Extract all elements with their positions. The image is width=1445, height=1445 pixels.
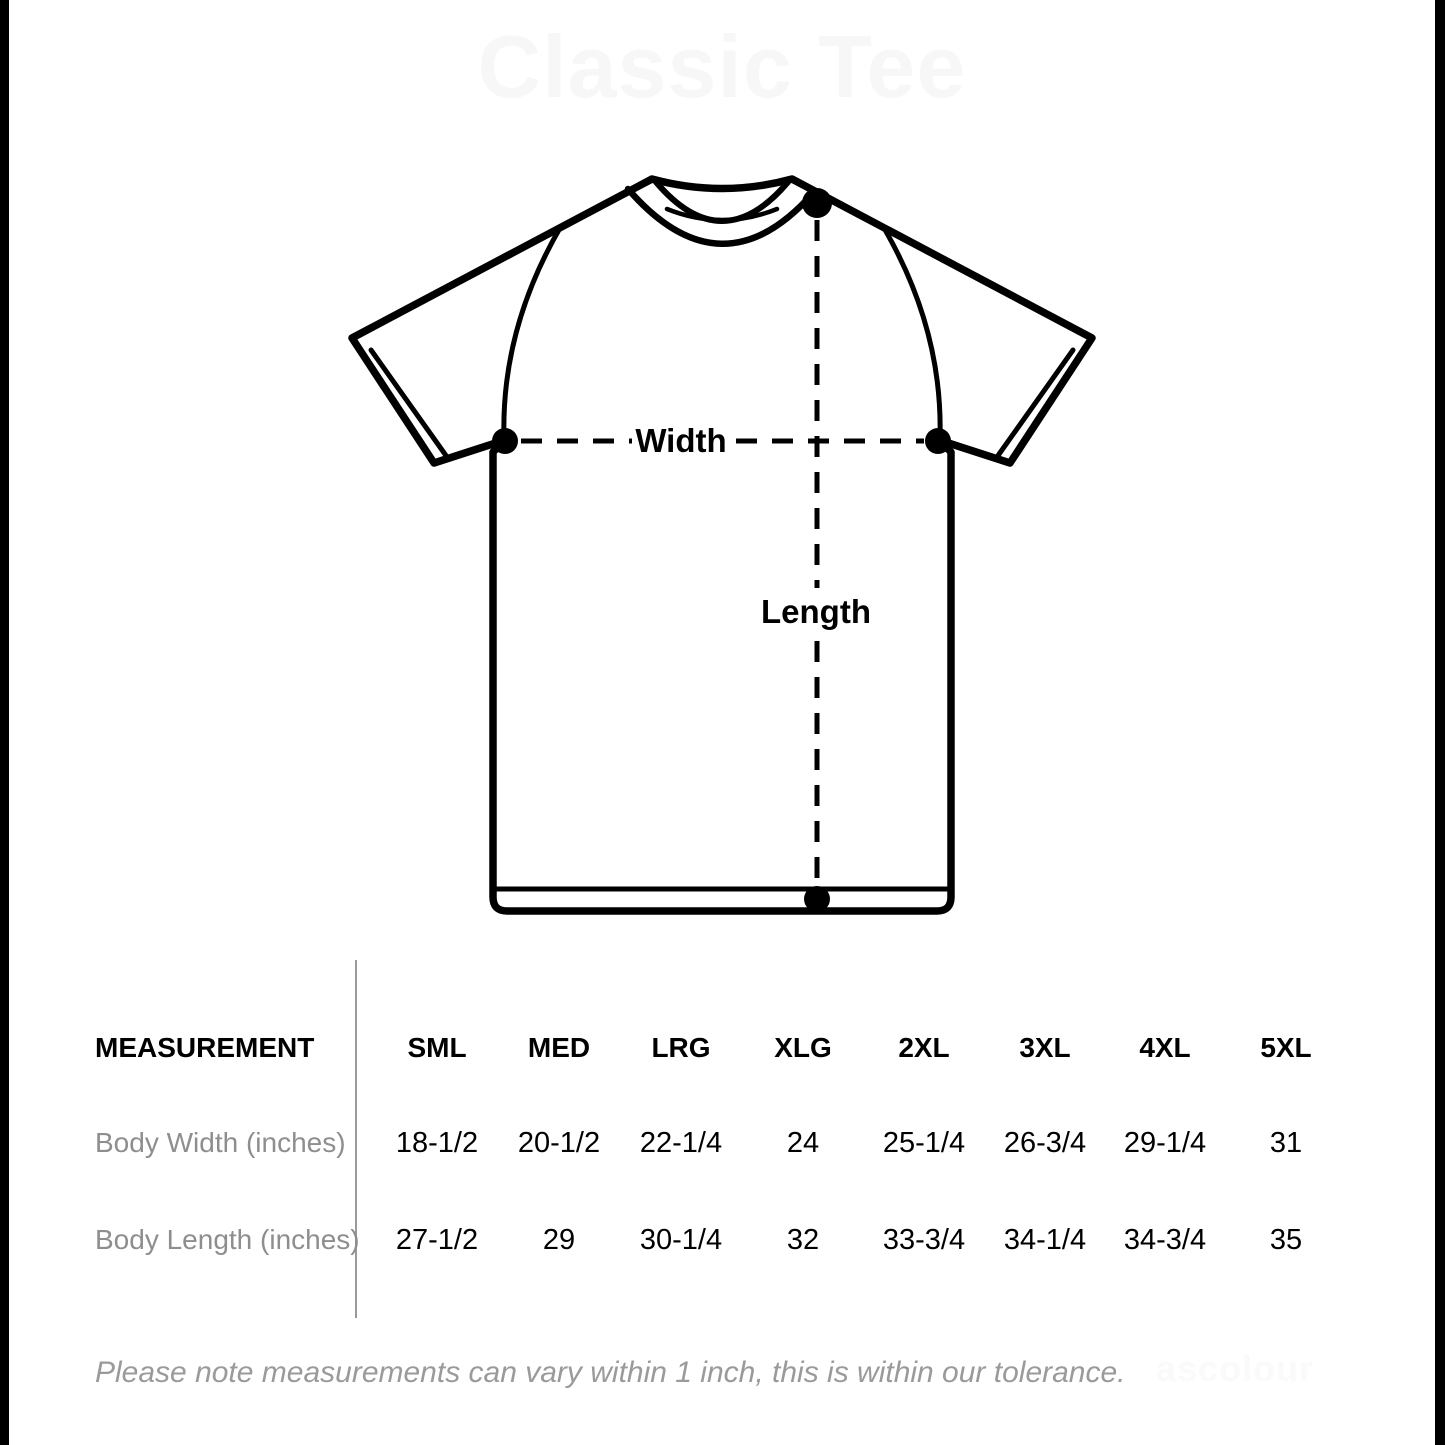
left-border-bar xyxy=(0,0,9,1445)
table-divider xyxy=(355,960,357,1318)
body-width-med: 20-1/2 xyxy=(517,1127,601,1159)
collar-outer-curve xyxy=(624,185,818,247)
body-width-lrg: 22-1/4 xyxy=(639,1127,723,1159)
row-label-body-width: Body Width (inches) xyxy=(95,1127,346,1158)
measure-point-dot xyxy=(492,428,518,454)
body-length-5xl: 35 xyxy=(1269,1224,1303,1256)
column-header-xlg: XLG xyxy=(774,1032,832,1063)
column-header-5xl: 5XL xyxy=(1260,1032,1312,1063)
column-header-lrg: LRG xyxy=(651,1032,711,1063)
measure-point-dot xyxy=(925,428,951,454)
body-length-3xl: 34-1/4 xyxy=(1003,1224,1087,1256)
left-cuff-line xyxy=(368,347,450,460)
body-width-2xl: 25-1/4 xyxy=(882,1127,966,1159)
right-border-bar xyxy=(1435,0,1445,1445)
body-width-4xl: 29-1/4 xyxy=(1123,1127,1207,1159)
body-length-med: 29 xyxy=(542,1224,576,1256)
table-row-body-width: Body Width (inches) 18-1/2 20-1/2 22-1/4… xyxy=(0,1125,1445,1161)
body-length-4xl: 34-3/4 xyxy=(1123,1224,1207,1256)
body-length-xlg: 32 xyxy=(786,1224,820,1256)
body-width-sml: 18-1/2 xyxy=(395,1127,479,1159)
measure-point-dot xyxy=(802,188,832,218)
page-title: Classic Tee xyxy=(477,17,967,116)
body-width-xlg: 24 xyxy=(786,1127,820,1159)
column-header-3xl: 3XL xyxy=(1019,1032,1071,1063)
body-length-sml: 27-1/2 xyxy=(395,1224,479,1256)
width-label: Width xyxy=(635,422,726,459)
right-armhole-seam xyxy=(881,225,943,441)
tshirt-diagram: Width Length xyxy=(348,175,1096,915)
collar-back-seam xyxy=(664,206,780,223)
column-header-4xl: 4XL xyxy=(1139,1032,1191,1063)
body-width-5xl: 31 xyxy=(1269,1127,1303,1159)
column-header-med: MED xyxy=(527,1032,591,1063)
column-header-measurement: MEASUREMENT xyxy=(95,1032,315,1063)
brand-watermark: ascolour xyxy=(1156,1348,1315,1389)
size-chart-header-row: MEASUREMENT SML MED LRG XLG 2XL 3XL 4XL … xyxy=(0,1030,1445,1066)
body-length-lrg: 30-1/4 xyxy=(639,1224,723,1256)
body-length-2xl: 33-3/4 xyxy=(882,1224,966,1256)
table-row-body-length: Body Length (inches) 27-1/2 29 30-1/4 32… xyxy=(0,1222,1445,1258)
left-armhole-seam xyxy=(501,225,563,441)
right-cuff-line xyxy=(994,347,1076,460)
column-header-sml: SML xyxy=(407,1032,467,1063)
measure-point-dot xyxy=(804,886,830,912)
tolerance-note: Please note measurements can vary within… xyxy=(95,1356,1126,1389)
length-label: Length xyxy=(761,593,871,630)
column-header-2xl: 2XL xyxy=(898,1032,950,1063)
row-label-body-length: Body Length (inches) xyxy=(95,1224,360,1255)
tshirt-outline xyxy=(348,175,1096,915)
body-width-3xl: 26-3/4 xyxy=(1003,1127,1087,1159)
